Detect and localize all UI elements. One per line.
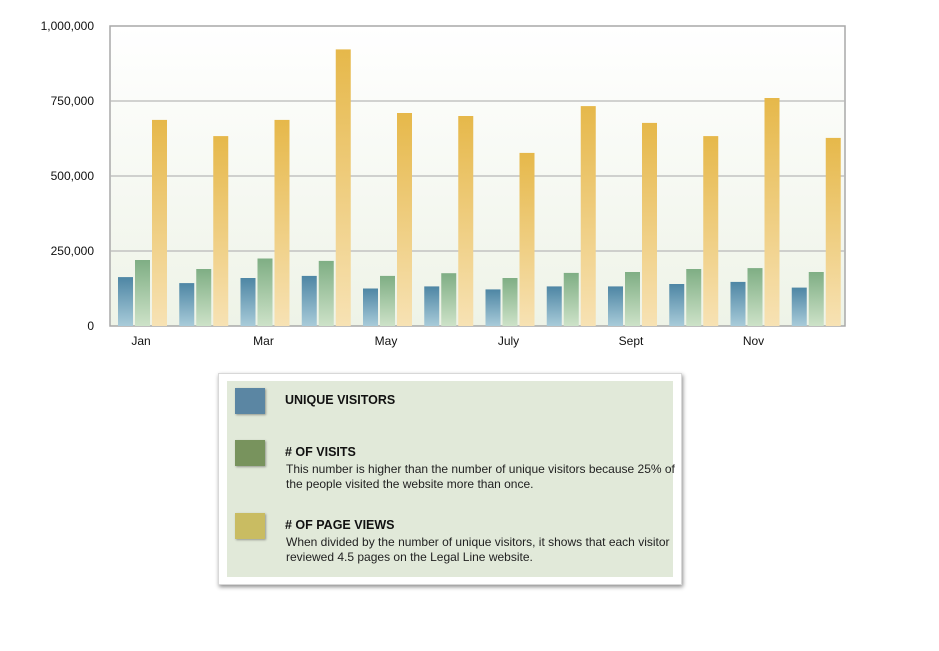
- bar-of-page-views-july: [519, 152, 535, 326]
- bar-of-visits-apr: [318, 260, 334, 326]
- bar-of-visits-july: [502, 278, 518, 326]
- x-tick-label: Sept: [619, 334, 644, 348]
- bar-of-page-views-aug: [580, 106, 596, 326]
- bar-of-page-views-jun: [458, 116, 474, 326]
- bar-unique-visitors-may: [363, 288, 378, 326]
- y-tick-label: 0: [87, 319, 94, 333]
- bar-unique-visitors-dec: [791, 287, 807, 326]
- bar-of-visits-mar: [257, 258, 273, 326]
- bar-of-page-views-may: [397, 113, 412, 326]
- bar-of-visits-feb: [196, 269, 212, 326]
- bar-unique-visitors-oct: [669, 284, 685, 326]
- bar-of-page-views-apr: [335, 49, 351, 327]
- bar-of-visits-aug: [563, 272, 579, 326]
- bar-of-visits-jun: [441, 273, 457, 326]
- bar-chart: 0 250,000 500,000 750,000 1,000,000 Jan Mar Ma…: [41, 19, 846, 348]
- bar-unique-visitors-mar: [240, 278, 256, 326]
- bar-unique-visitors-nov: [730, 281, 746, 326]
- bar-of-visits-dec: [808, 272, 824, 326]
- x-tick-label: July: [498, 334, 519, 348]
- x-tick-label: Nov: [743, 334, 764, 348]
- legend-title-unique-visitors: UNIQUE VISITORS: [285, 393, 396, 407]
- bar-of-visits-jan: [135, 260, 150, 326]
- x-tick-label: Mar: [253, 334, 274, 348]
- legend: UNIQUE VISITORS # OF VISITS This number …: [218, 373, 682, 585]
- bar-unique-visitors-jan: [118, 277, 133, 326]
- bar-unique-visitors-apr: [301, 275, 317, 326]
- bar-of-page-views-sept: [642, 122, 657, 327]
- x-tick-label: Jan: [131, 334, 150, 348]
- legend-title-page-views: # OF PAGE VIEWS: [285, 518, 395, 532]
- legend-panel: UNIQUE VISITORS # OF VISITS This number …: [227, 381, 675, 577]
- y-tick-label: 1,000,000: [41, 19, 95, 33]
- bar-unique-visitors-sept: [608, 286, 623, 326]
- legend-desc-visits: This number is higher than the number of…: [286, 462, 675, 491]
- bar-of-visits-oct: [686, 269, 702, 326]
- bar-of-page-views-nov: [764, 98, 780, 326]
- bar-of-page-views-dec: [825, 137, 841, 326]
- bar-unique-visitors-july: [485, 289, 501, 326]
- bar-of-page-views-feb: [213, 136, 229, 326]
- bar-of-visits-nov: [747, 268, 763, 326]
- y-tick-label: 250,000: [51, 244, 95, 258]
- bar-unique-visitors-jun: [424, 286, 440, 326]
- legend-swatch-page-views: [235, 513, 265, 539]
- y-tick-label: 750,000: [51, 94, 95, 108]
- y-tick-label: 500,000: [51, 169, 95, 183]
- bar-of-visits-sept: [625, 272, 640, 326]
- bar-of-page-views-jan: [152, 119, 167, 327]
- bar-of-page-views-oct: [703, 136, 719, 326]
- bar-of-visits-may: [380, 275, 395, 326]
- legend-desc-page-views: When divided by the number of unique vis…: [286, 535, 670, 564]
- legend-swatch-unique-visitors: [235, 388, 265, 414]
- x-tick-label: May: [375, 334, 398, 348]
- legend-swatch-visits: [235, 440, 265, 466]
- bar-unique-visitors-feb: [179, 283, 195, 326]
- bar-unique-visitors-aug: [546, 286, 562, 326]
- legend-title-visits: # OF VISITS: [285, 445, 356, 459]
- bar-of-page-views-mar: [274, 119, 290, 327]
